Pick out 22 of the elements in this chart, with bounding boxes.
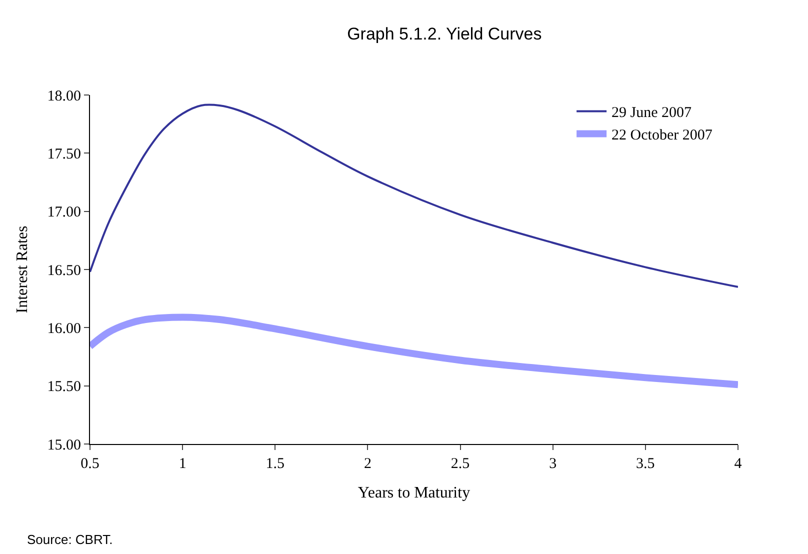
x-tick-label: 3 bbox=[549, 456, 557, 472]
y-tick-label: 15.00 bbox=[47, 437, 81, 454]
y-axis-title: Interest Rates bbox=[14, 226, 32, 314]
y-tick-label: 18.00 bbox=[47, 88, 81, 104]
chart-title: Graph 5.1.2. Yield Curves bbox=[347, 24, 542, 44]
x-tick-label: 1.5 bbox=[266, 456, 285, 472]
legend-label: 22 October 2007 bbox=[612, 128, 713, 144]
y-tick-label: 15.50 bbox=[47, 379, 81, 396]
x-axis-title: Years to Maturity bbox=[358, 484, 470, 502]
x-tick-label: 1 bbox=[178, 456, 186, 472]
x-tick-label: 2.5 bbox=[450, 456, 470, 472]
x-tick-label: 4 bbox=[734, 456, 742, 472]
y-tick-label: 16.50 bbox=[47, 262, 81, 279]
source-note: Source: CBRT. bbox=[27, 532, 113, 547]
x-tick-label: 2 bbox=[364, 456, 372, 472]
y-tick-label: 16.00 bbox=[47, 320, 81, 337]
y-tick-label: 17.00 bbox=[47, 204, 81, 221]
legend-label: 29 June 2007 bbox=[612, 105, 692, 122]
x-tick-label: 0.5 bbox=[80, 456, 100, 472]
y-tick-label: 17.50 bbox=[47, 146, 81, 162]
line-series bbox=[90, 104, 738, 288]
x-tick-label: 3.5 bbox=[636, 456, 655, 472]
